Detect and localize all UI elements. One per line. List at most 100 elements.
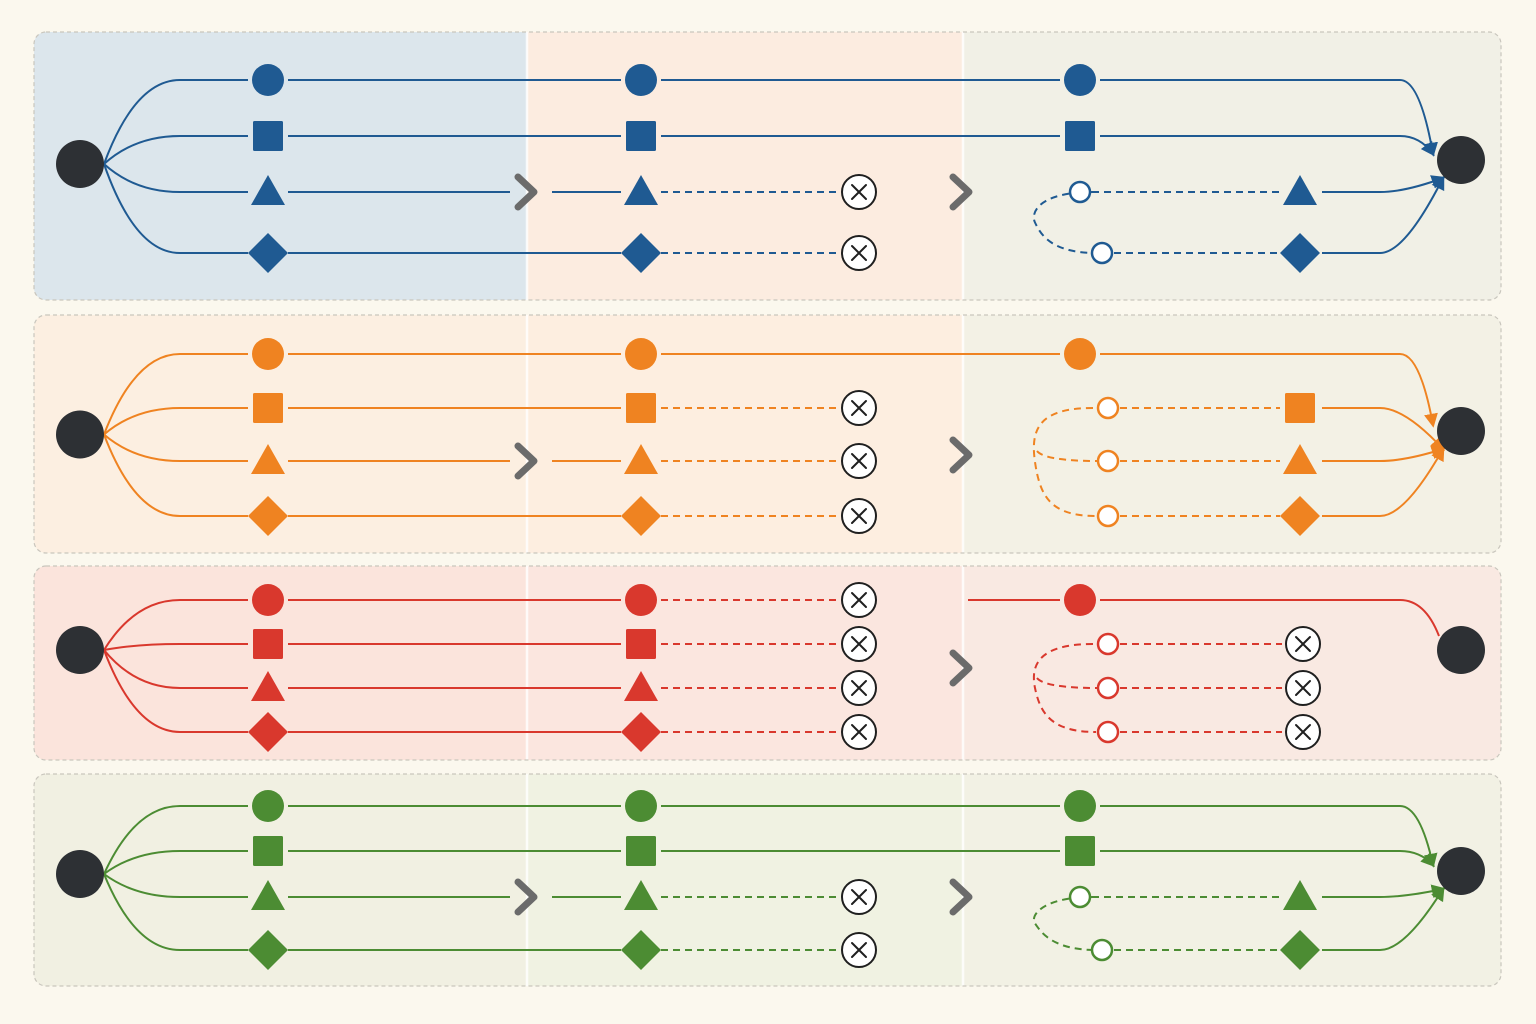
stage-2-area	[527, 315, 963, 553]
fanout-line	[103, 850, 248, 875]
track-square	[253, 626, 1321, 662]
triangle-marker	[251, 444, 285, 474]
triangle-marker	[251, 880, 285, 910]
diamond-marker	[248, 496, 288, 536]
chevron-right-icon	[949, 878, 973, 916]
hollow-retry-circle-icon	[1096, 449, 1120, 473]
hollow-retry-circle-icon	[1068, 180, 1092, 204]
stop-x-icon	[841, 932, 877, 968]
lane-red-lines	[103, 599, 1440, 733]
track-circle	[252, 64, 1096, 96]
diamond-marker	[621, 233, 661, 273]
lane-border	[33, 31, 1502, 301]
hollow-retry-circle-icon	[1096, 720, 1120, 744]
fanout-line	[103, 135, 248, 165]
chevron-right-icon	[514, 878, 538, 916]
track-triangle	[251, 670, 1321, 706]
diamond-marker	[621, 930, 661, 970]
square-marker	[626, 121, 656, 151]
fanout-line	[103, 599, 248, 651]
stop-x-icon	[841, 390, 877, 426]
hollow-retry-circle-icon	[1096, 676, 1120, 700]
track-markers	[56, 64, 1485, 970]
stage-3-area	[963, 315, 1501, 553]
triangle-marker	[1283, 175, 1317, 205]
square-marker	[626, 629, 656, 659]
hollow-retry-circle-icon	[1090, 241, 1114, 265]
circle-marker	[1064, 790, 1096, 822]
square-marker	[253, 121, 283, 151]
track-triangle	[251, 879, 1317, 915]
track-diamond	[248, 712, 1321, 752]
start-node-icon	[56, 850, 104, 898]
lane-red-markers	[56, 582, 1485, 752]
track-diamond	[248, 233, 1320, 273]
converge-line	[1322, 886, 1445, 951]
circle-marker	[252, 790, 284, 822]
converge-line	[1100, 850, 1435, 868]
chevron-right-icon	[514, 442, 538, 480]
circle-marker	[625, 338, 657, 370]
chevron-right-icon	[514, 173, 538, 211]
converge-line	[1100, 599, 1440, 637]
end-node-icon	[1437, 136, 1485, 184]
square-marker	[1065, 121, 1095, 151]
circle-marker	[252, 584, 284, 616]
diamond-marker	[248, 712, 288, 752]
stage-2-area	[527, 566, 963, 760]
fanout-line	[103, 434, 248, 517]
circle-marker	[625, 790, 657, 822]
converge-line	[1322, 446, 1445, 517]
fanout-line	[103, 163, 248, 254]
circle-marker	[625, 64, 657, 96]
fanout-line	[103, 649, 248, 733]
lane-green-lines	[103, 805, 1446, 951]
track-square	[253, 390, 1315, 426]
diamond-marker	[621, 712, 661, 752]
track-diamond	[248, 496, 1320, 536]
retry-loop-line	[1032, 407, 1097, 517]
end-node-icon	[1437, 407, 1485, 455]
track-triangle	[251, 443, 1317, 479]
track-square	[253, 121, 1095, 151]
triangle-marker	[624, 880, 658, 910]
stop-x-icon	[841, 443, 877, 479]
retry-loop-line	[1032, 643, 1097, 733]
track-square	[253, 836, 1095, 866]
lane-blue-markers	[56, 64, 1485, 273]
retry-loop-line	[1036, 677, 1099, 689]
stage-3-area	[963, 566, 1501, 760]
diamond-marker	[1280, 233, 1320, 273]
fanout-line	[103, 649, 248, 689]
circle-marker	[1064, 64, 1096, 96]
lane-orange-markers	[56, 338, 1485, 536]
track-circle	[252, 582, 1096, 618]
stage-3-area	[963, 32, 1501, 300]
triangle-marker	[1283, 444, 1317, 474]
square-marker	[626, 393, 656, 423]
stop-x-icon	[841, 235, 877, 271]
hollow-retry-circle-icon	[1090, 938, 1114, 962]
circle-marker	[625, 584, 657, 616]
stop-x-icon	[841, 879, 877, 915]
triangle-marker	[251, 671, 285, 701]
diamond-marker	[621, 496, 661, 536]
triangle-marker	[624, 444, 658, 474]
lane-border	[33, 314, 1502, 554]
converge-line	[1322, 407, 1445, 452]
converge-line	[1100, 353, 1438, 428]
circle-marker	[252, 64, 284, 96]
converge-line	[1322, 175, 1445, 254]
circle-marker	[252, 338, 284, 370]
track-triangle	[251, 174, 1317, 210]
diamond-marker	[248, 930, 288, 970]
lane-green-markers	[56, 790, 1485, 970]
chevron-right-icon	[949, 436, 973, 474]
stop-x-icon	[841, 626, 877, 662]
square-marker	[1285, 393, 1315, 423]
track-diamond	[248, 930, 1320, 970]
stop-x-icon	[841, 714, 877, 750]
end-node-icon	[1437, 847, 1485, 895]
fanout-line	[103, 433, 248, 462]
